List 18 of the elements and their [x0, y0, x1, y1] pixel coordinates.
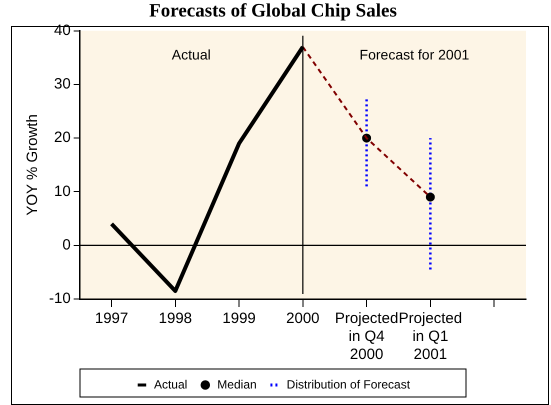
y-axis-title: YOY % Growth — [24, 114, 42, 216]
x-tick-label: 2000 — [286, 310, 320, 328]
y-tick-label: 10 — [54, 182, 71, 200]
legend-label: Median — [217, 377, 257, 392]
annotation: Forecast for 2001 — [360, 46, 470, 63]
chart-title: Forecasts of Global Chip Sales — [149, 0, 397, 22]
x-tick-label: Projected in Q4 2000 — [334, 310, 398, 364]
x-tick-label: 1999 — [222, 310, 256, 328]
x-tick-label: Projected in Q1 2001 — [398, 310, 462, 364]
x-tick-label: 1998 — [158, 310, 192, 328]
y-tick-label: 0 — [62, 236, 71, 254]
y-tick-label: 30 — [54, 76, 71, 93]
legend-label: Actual — [154, 377, 188, 392]
y-tick-label: -10 — [48, 290, 71, 308]
y-tick-label: 20 — [54, 129, 71, 146]
legend-label: Distribution of Forecast — [286, 377, 411, 392]
annotation: Actual — [172, 46, 211, 63]
x-tick-label: 1997 — [94, 310, 128, 328]
